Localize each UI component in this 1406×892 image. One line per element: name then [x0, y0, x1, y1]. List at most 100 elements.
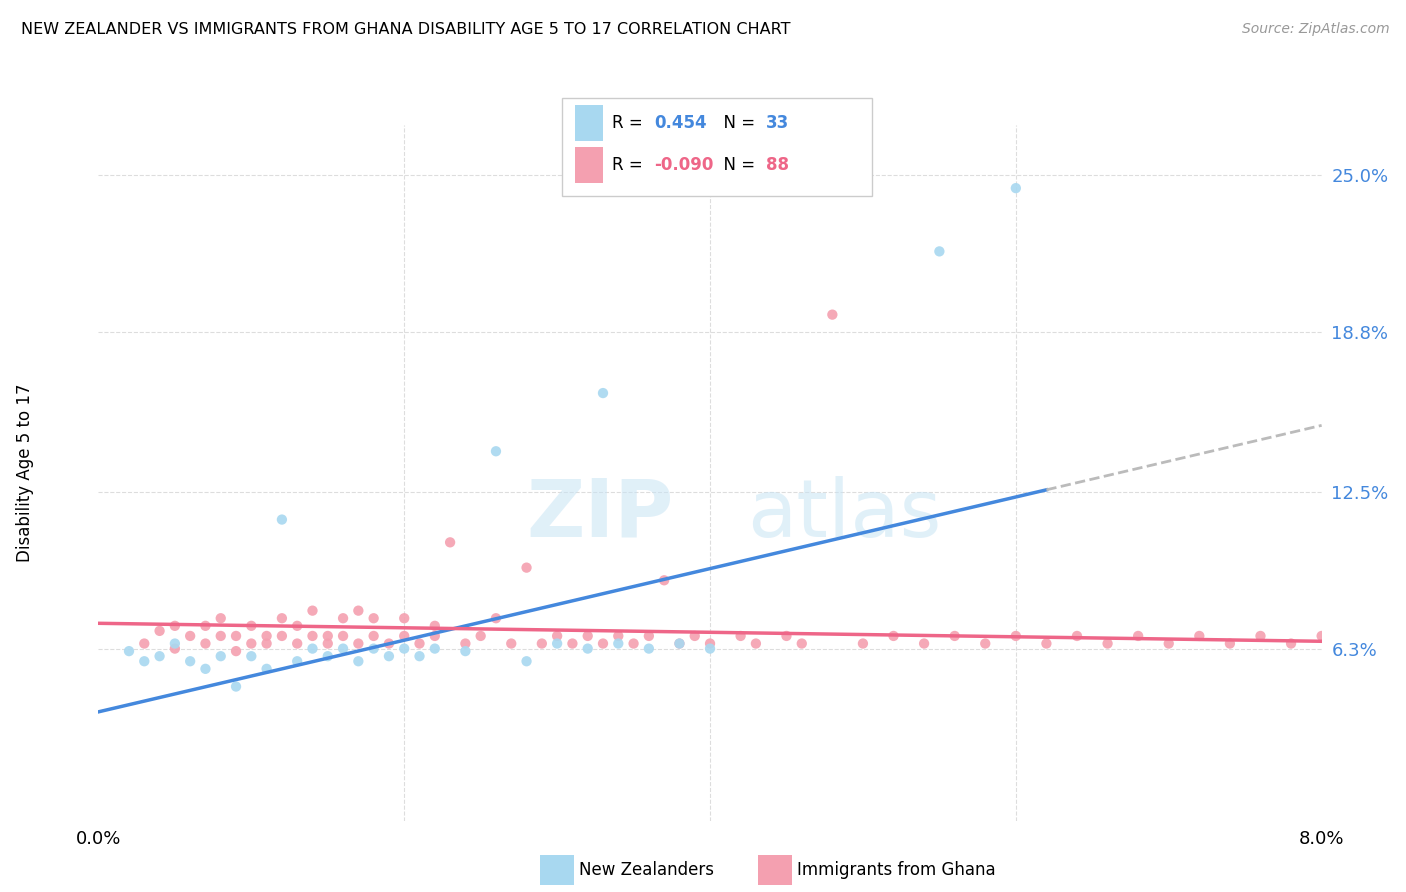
Point: [439, 535, 461, 549]
Text: N =: N =: [713, 114, 761, 132]
Text: Immigrants from Ghana: Immigrants from Ghana: [797, 861, 995, 879]
Point: [392, 641, 416, 656]
Point: [256, 662, 278, 676]
Point: [149, 624, 172, 638]
Point: [347, 604, 370, 618]
Text: atlas: atlas: [747, 475, 941, 554]
Point: [347, 636, 370, 650]
Point: [516, 654, 538, 668]
Point: [607, 636, 630, 650]
Point: [699, 636, 721, 650]
Point: [332, 611, 354, 625]
Point: [225, 629, 247, 643]
Point: [194, 619, 217, 633]
Text: ZIP: ZIP: [526, 475, 673, 554]
Point: [209, 629, 232, 643]
Point: [285, 654, 308, 668]
Point: [408, 636, 430, 650]
Text: NEW ZEALANDER VS IMMIGRANTS FROM GHANA DISABILITY AGE 5 TO 17 CORRELATION CHART: NEW ZEALANDER VS IMMIGRANTS FROM GHANA D…: [21, 22, 790, 37]
Point: [256, 636, 278, 650]
Point: [316, 629, 339, 643]
Text: 33: 33: [766, 114, 790, 132]
Point: [1402, 649, 1406, 664]
Point: [943, 629, 966, 643]
Point: [363, 611, 385, 625]
Point: [240, 619, 263, 633]
Point: [316, 636, 339, 650]
Point: [163, 619, 186, 633]
Point: [623, 636, 645, 650]
Point: [301, 604, 323, 618]
Point: [485, 444, 508, 458]
Point: [1035, 636, 1057, 650]
Point: [392, 611, 416, 625]
Text: R =: R =: [612, 114, 648, 132]
Text: 0.454: 0.454: [654, 114, 706, 132]
Point: [576, 641, 599, 656]
Point: [1341, 649, 1364, 664]
Point: [668, 636, 690, 650]
Point: [194, 662, 217, 676]
Point: [852, 636, 875, 650]
Point: [576, 629, 599, 643]
Point: [1372, 636, 1395, 650]
Point: [501, 636, 523, 650]
Point: [332, 641, 354, 656]
Point: [423, 629, 446, 643]
Point: [470, 629, 492, 643]
Text: N =: N =: [713, 156, 761, 174]
Point: [378, 636, 401, 650]
Point: [592, 636, 614, 650]
Text: New Zealanders: New Zealanders: [579, 861, 714, 879]
Point: [179, 654, 201, 668]
Point: [546, 629, 568, 643]
Point: [270, 629, 294, 643]
Point: [179, 629, 201, 643]
Point: [637, 641, 661, 656]
Point: [1066, 629, 1088, 643]
Point: [454, 636, 477, 650]
Point: [332, 629, 354, 643]
Text: R =: R =: [612, 156, 648, 174]
Point: [270, 512, 294, 526]
Point: [408, 649, 430, 664]
Point: [285, 619, 308, 633]
Point: [730, 629, 752, 643]
Point: [1249, 629, 1271, 643]
Point: [225, 644, 247, 658]
Point: [240, 636, 263, 650]
Point: [883, 629, 905, 643]
Point: [1157, 636, 1180, 650]
Point: [240, 649, 263, 664]
Point: [301, 629, 323, 643]
Point: [637, 629, 661, 643]
Point: [1097, 636, 1119, 650]
Point: [1004, 629, 1026, 643]
Point: [652, 574, 675, 588]
Point: [118, 644, 141, 658]
Point: [423, 619, 446, 633]
Point: [134, 654, 156, 668]
Point: [209, 649, 232, 664]
Point: [1219, 636, 1241, 650]
Point: [1004, 181, 1026, 195]
Point: [363, 629, 385, 643]
Point: [270, 611, 294, 625]
Point: [347, 654, 370, 668]
Point: [392, 629, 416, 643]
Point: [546, 636, 568, 650]
Point: [912, 636, 935, 650]
Point: [1310, 629, 1333, 643]
Point: [699, 641, 721, 656]
Point: [285, 636, 308, 650]
Point: [821, 308, 844, 322]
Point: [194, 636, 217, 650]
Text: Disability Age 5 to 17: Disability Age 5 to 17: [17, 384, 34, 562]
Point: [485, 611, 508, 625]
Point: [423, 641, 446, 656]
Point: [454, 644, 477, 658]
Point: [301, 641, 323, 656]
Point: [775, 629, 797, 643]
Point: [790, 636, 813, 650]
Point: [530, 636, 553, 650]
